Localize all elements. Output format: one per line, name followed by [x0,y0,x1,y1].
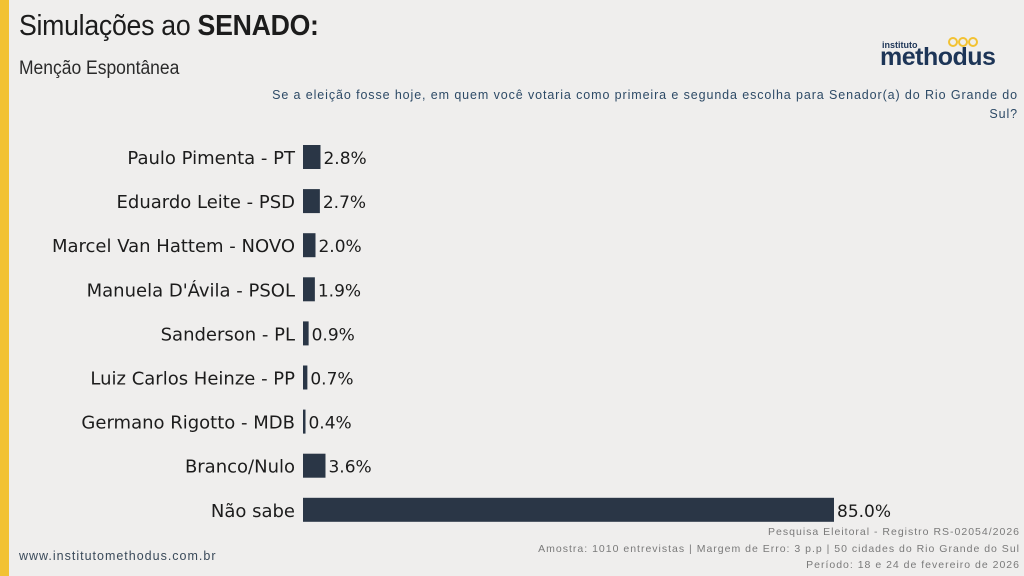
value-label: 3.6% [328,458,371,478]
bar [303,497,834,522]
category-label: Paulo Pimenta - PT [127,148,296,169]
category-label: Não sabe [211,501,295,522]
value-label: 2.7% [323,193,366,213]
methodology-notes: Pesquisa Eleitoral - Registro RS-02054/2… [538,524,1020,574]
value-label: 0.4% [308,414,351,434]
bar [303,453,326,478]
page-subtitle: Menção Espontânea [19,58,180,79]
value-label: 2.8% [323,149,366,169]
bar [303,321,309,346]
website-link[interactable]: www.institutomethodus.com.br [19,549,217,563]
title-bold: SENADO: [197,10,319,42]
survey-question: Se a eleição fosse hoje, em quem você vo… [272,88,1018,121]
bar [303,409,306,434]
page-title: Simulações ao SENADO: [19,10,319,43]
logo-rings-icon [948,34,978,52]
category-label: Sanderson - PL [161,324,295,345]
category-label: Branco/Nulo [185,457,295,478]
bar [303,233,316,258]
bar [303,145,321,169]
category-label: Eduardo Leite - PSD [117,192,295,213]
bar-chart: Paulo Pimenta - PT 2.8% Eduardo Leite - PS… [52,145,891,522]
logo-big-text: methodus [880,43,996,71]
value-label: 1.9% [318,281,361,301]
category-label: Manuela D'Ávila - PSOL [87,279,295,301]
note-sample: Amostra: 1010 entrevistas | Margem de Er… [538,542,1020,555]
category-label: Germano Rigotto - MDB [81,413,295,434]
category-label: Luiz Carlos Heinze - PP [90,369,295,390]
value-label: 2.0% [318,237,361,257]
methodus-logo: instituto methodus [880,34,996,71]
logo-small-text: instituto [882,40,918,50]
bar [303,277,315,302]
bar [303,365,308,390]
accent-bar [0,0,9,576]
note-period: Período: 18 e 24 de fevereiro de 2026 [806,559,1020,571]
value-label: 85.0% [837,502,891,522]
value-label: 0.7% [310,370,353,390]
category-label: Marcel Van Hattem - NOVO [52,236,295,257]
note-registration: Pesquisa Eleitoral - Registro RS-02054/2… [768,526,1020,538]
bar [303,189,320,214]
title-regular: Simulações ao [19,10,198,42]
value-label: 0.9% [312,325,355,345]
